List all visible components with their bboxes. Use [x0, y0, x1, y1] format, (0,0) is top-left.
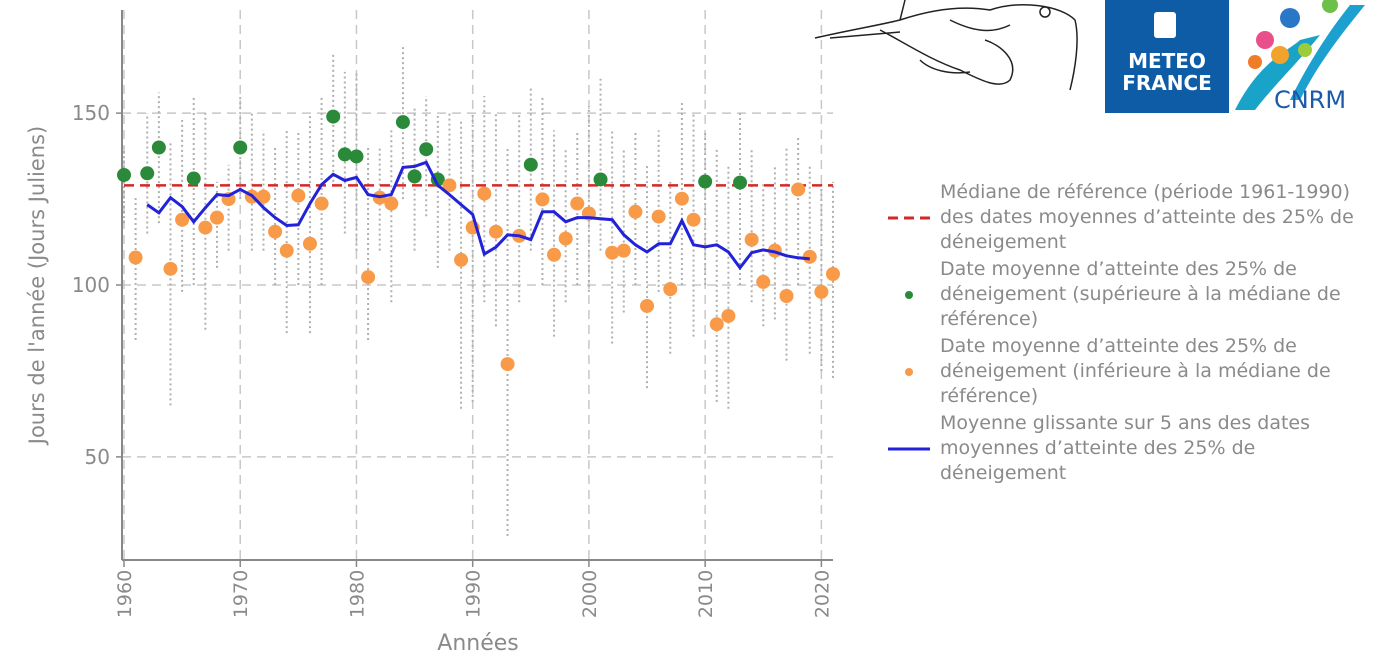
x-tick-label: 1980 — [346, 570, 368, 618]
point — [605, 245, 620, 260]
point — [570, 196, 585, 211]
legend-symbol — [888, 447, 930, 450]
legend-marker — [905, 367, 913, 376]
point — [268, 224, 283, 239]
point — [663, 282, 678, 297]
point — [163, 261, 178, 276]
legend-label: Date moyenne d’atteinte des 25% de dénei… — [940, 258, 1341, 330]
point — [791, 182, 806, 197]
point — [698, 174, 713, 189]
logo-text: CNRM — [1274, 86, 1346, 114]
meteo-icon — [1154, 12, 1176, 38]
point — [640, 298, 655, 313]
x-tick-label: 2020 — [811, 570, 833, 618]
logo-text: METEO — [1128, 49, 1206, 73]
legend-symbol — [905, 290, 913, 299]
point — [233, 140, 248, 155]
point — [744, 232, 759, 247]
y-axis-label: Jours de l'année (Jours Juliens) — [25, 126, 49, 446]
legend-label: Médiane de référence (période 1961-1990)… — [940, 181, 1354, 253]
point — [500, 357, 515, 372]
point — [198, 220, 213, 235]
x-tick-label: 1990 — [463, 570, 485, 618]
legend-label: Date moyenne d’atteinte des 25% de dénei… — [940, 335, 1331, 407]
legend-symbol — [905, 367, 913, 376]
cnrm-logo: CNRM — [1235, 0, 1365, 114]
point — [175, 212, 190, 227]
point — [140, 166, 155, 181]
point — [419, 142, 434, 157]
legend-marker — [905, 290, 913, 299]
x-tick-label: 1970 — [230, 570, 252, 618]
y-tick-label: 50 — [85, 445, 110, 469]
legend-label: Moyenne glissante sur 5 ans des dates mo… — [940, 412, 1311, 484]
point — [395, 115, 410, 130]
line — [146, 160, 810, 271]
x-axis-label: Années — [437, 631, 518, 656]
legend-entry: Date moyenne d’atteinte des 25% de dénei… — [880, 334, 1370, 409]
point — [314, 196, 329, 211]
point — [674, 191, 689, 206]
x-tick-label: 2000 — [579, 570, 601, 618]
point — [558, 231, 573, 246]
point — [407, 169, 422, 184]
point — [349, 149, 364, 164]
y-tick-label: 150 — [72, 101, 110, 125]
logo-text: FRANCE — [1122, 71, 1212, 95]
point — [117, 168, 131, 182]
point — [733, 175, 748, 190]
point — [535, 192, 550, 207]
legend-entry: Médiane de référence (période 1961-1990)… — [880, 180, 1370, 255]
point — [326, 109, 341, 124]
point — [384, 196, 399, 211]
point — [628, 204, 643, 219]
point — [756, 274, 771, 289]
y-tick-label: 100 — [72, 273, 110, 297]
point — [721, 308, 736, 323]
point — [651, 209, 666, 224]
point — [279, 243, 294, 258]
point — [256, 189, 271, 204]
point — [488, 224, 503, 239]
point — [616, 243, 631, 258]
x-tick-label: 1960 — [114, 570, 136, 618]
point — [593, 172, 608, 187]
point — [442, 178, 457, 193]
point — [779, 289, 794, 303]
point — [151, 140, 166, 155]
point — [686, 212, 701, 227]
x-tick-label: 2010 — [695, 570, 717, 618]
point — [454, 252, 469, 267]
point — [186, 171, 201, 186]
legend-entry: Moyenne glissante sur 5 ans des dates mo… — [880, 411, 1370, 486]
point — [209, 210, 224, 225]
legend-symbol — [888, 216, 930, 219]
point — [523, 157, 538, 172]
sketch — [814, 0, 1078, 91]
legend: Médiane de référence (période 1961-1990)… — [880, 180, 1370, 488]
point — [291, 188, 306, 203]
point — [128, 250, 143, 265]
point — [361, 270, 376, 285]
legend-entry: Date moyenne d’atteinte des 25% de dénei… — [880, 257, 1370, 332]
point — [302, 236, 317, 251]
point — [337, 147, 352, 162]
point — [547, 247, 562, 262]
point — [826, 267, 840, 281]
point — [709, 317, 724, 332]
point — [477, 186, 492, 201]
point — [802, 249, 817, 264]
point — [814, 284, 829, 299]
